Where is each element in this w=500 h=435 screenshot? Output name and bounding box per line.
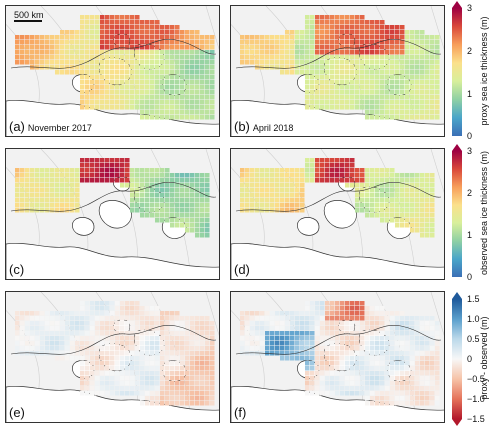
panel-d: (d) [230, 148, 445, 280]
panel-date-a: November 2017 [27, 123, 92, 133]
map-e [6, 292, 219, 422]
cb1-tick-2: 2 [467, 46, 473, 56]
panel-f: (f) [230, 291, 445, 423]
map-d [231, 149, 444, 279]
colorbar-proxy [452, 8, 462, 136]
cb3-tick-2: −0.5 [467, 374, 485, 384]
cb3-tick-0: −1.5 [467, 414, 485, 424]
panel-label-e: (e) [9, 405, 25, 420]
panel-a: 500 km (a) November 2017 [5, 5, 220, 137]
panel-e: (e) [5, 291, 220, 423]
cb1-tick-1: 1 [467, 89, 473, 99]
colorbar-diff-arrow-bottom [452, 419, 462, 426]
panel-date-b: April 2018 [252, 123, 294, 133]
panel-label-a: (a) November 2017 [9, 119, 92, 134]
colorbar-proxy-arrow [452, 1, 462, 8]
cb1-tick-0: 0 [467, 131, 473, 141]
scale-bar-label: 500 km [14, 10, 44, 20]
panel-c: (c) [5, 148, 220, 280]
map-c [6, 149, 219, 279]
scale-bar: 500 km [14, 10, 44, 23]
cb3-tick-4: 0.5 [467, 334, 480, 344]
colorbar-observed-arrow [452, 144, 462, 151]
cb3-tick-5: 1.0 [467, 314, 480, 324]
cb2-tick-3: 3 [467, 146, 473, 156]
cb3-label: proxy - observed (m) [479, 316, 489, 400]
panel-b: (b) April 2018 [230, 5, 445, 137]
cb2-tick-0: 0 [467, 272, 473, 282]
colorbar-diff-arrow-top [452, 292, 462, 299]
map-a [6, 6, 219, 136]
cb3-tick-3: 0 [467, 354, 473, 364]
cb1-label: proxy sea ice thickness (m) [479, 16, 489, 126]
cb1-tick-3: 3 [467, 3, 473, 13]
cb3-tick-6: 1.5 [467, 294, 480, 304]
cb3-tick-1: −1.0 [467, 394, 485, 404]
map-b [231, 6, 444, 136]
colorbar-observed [452, 151, 462, 277]
panel-label-d: (d) [234, 262, 250, 277]
cb2-label: observed sea ice thickness (m) [479, 150, 489, 276]
cb2-tick-2: 2 [467, 188, 473, 198]
cb2-tick-1: 1 [467, 230, 473, 240]
map-f [231, 292, 444, 422]
colorbar-diff [452, 299, 462, 419]
panel-label-f: (f) [234, 405, 247, 420]
panel-label-b: (b) April 2018 [234, 119, 294, 134]
scale-bar-line [14, 20, 42, 22]
panel-label-c: (c) [9, 262, 25, 277]
